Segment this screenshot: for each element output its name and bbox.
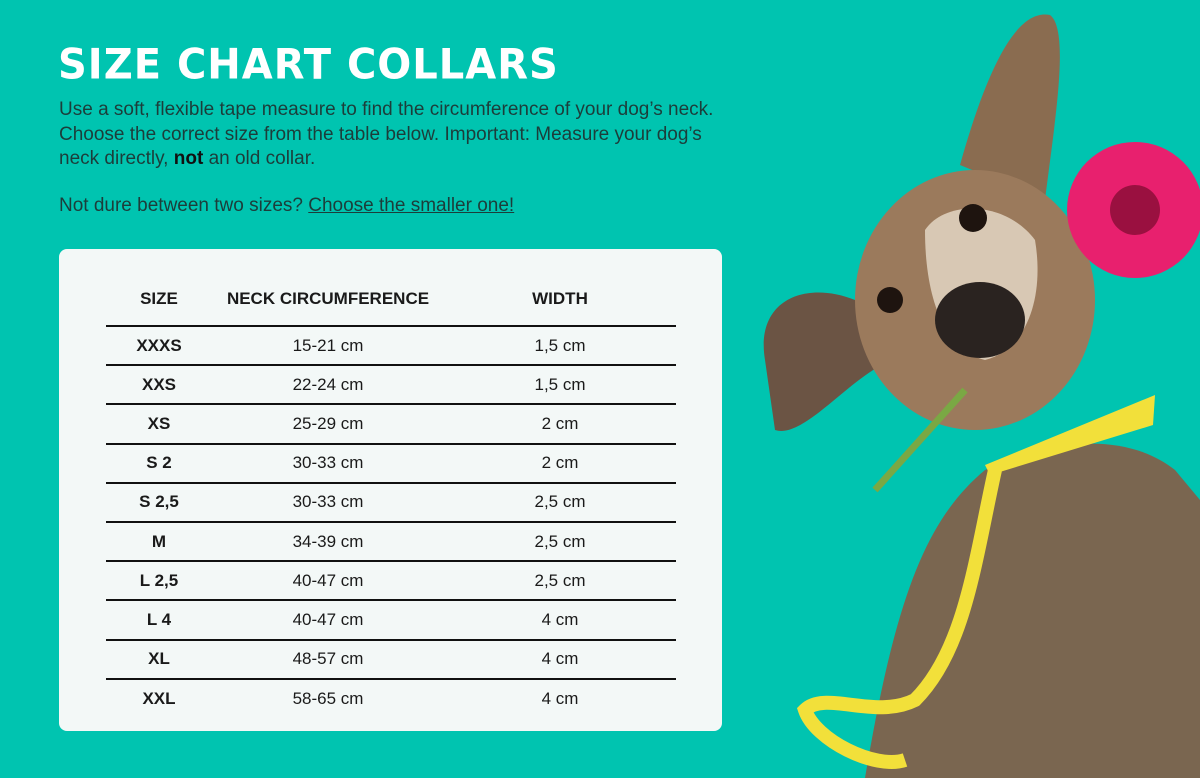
cell-size: L 4 bbox=[106, 600, 212, 641]
cell-neck: 58-65 cm bbox=[292, 688, 364, 708]
table-row: L 4 40-47 cm 4 cm bbox=[106, 600, 676, 641]
cell-width: 4 cm bbox=[444, 600, 676, 641]
cell-neck: 30-33 cm bbox=[212, 482, 444, 523]
table-row: L 2,5 40-47 cm 2,5 cm bbox=[106, 561, 676, 602]
intro-text: Use a soft, flexible tape measure to fin… bbox=[59, 98, 719, 172]
cell-size: XXXS bbox=[106, 326, 212, 367]
header-width: WIDTH bbox=[444, 273, 676, 327]
cell-neck: 25-29 cm bbox=[212, 404, 444, 445]
cell-neck: 15-21 cm bbox=[212, 326, 444, 367]
note-text: Not dure between two sizes? bbox=[59, 195, 309, 216]
cell-size: L 2,5 bbox=[106, 561, 212, 602]
size-table: SIZE NECK CIRCUMFERENCE WIDTH XXXS 15-21 … bbox=[106, 273, 676, 718]
table-row: S 2 30-33 cm 2 cm bbox=[106, 443, 676, 484]
size-table-card: SIZE NECK CIRCUMFERENCE WIDTH XXXS 15-21 … bbox=[59, 249, 722, 731]
cell-neck: 40-47 cm bbox=[212, 561, 444, 602]
table-row: M 34-39 cm 2,5 cm bbox=[106, 521, 676, 563]
cell-size: XS bbox=[106, 404, 212, 445]
table-header: SIZE NECK CIRCUMFERENCE WIDTH bbox=[106, 273, 676, 327]
intro-part: Use a soft, flexible tape measure to fin… bbox=[59, 99, 714, 169]
size-note: Not dure between two sizes? Choose the s… bbox=[59, 195, 514, 217]
intro-bold: not bbox=[173, 148, 204, 169]
cell-width: 2,5 cm bbox=[444, 482, 676, 523]
table-row: XXS 22-24 cm 1,5 cm bbox=[106, 365, 676, 406]
cell-neck: 22-24 cm bbox=[212, 365, 444, 406]
header-size: SIZE bbox=[106, 273, 212, 327]
cell-neck: 30-33 cm bbox=[212, 443, 444, 484]
table-row: XXL 58-65 cm 4 cm bbox=[106, 679, 676, 718]
cell-width: 4 cm bbox=[444, 639, 676, 680]
cell-neck: 40-47 cm bbox=[212, 600, 444, 641]
cell-neck: 34-39 cm bbox=[212, 521, 444, 563]
intro-part: an old collar. bbox=[203, 148, 316, 169]
table-row: XL 48-57 cm 4 cm bbox=[106, 639, 676, 680]
cell-width: 2 cm bbox=[444, 404, 676, 445]
cell-width: 4 cm bbox=[541, 688, 579, 708]
cell-size: S 2,5 bbox=[106, 482, 212, 523]
cell-size: XXL bbox=[142, 688, 176, 708]
table-row: XS 25-29 cm 2 cm bbox=[106, 404, 676, 445]
table-row: XXXS 15-21 cm 1,5 cm bbox=[106, 326, 676, 367]
cell-neck: 48-57 cm bbox=[212, 639, 444, 680]
cell-size: S 2 bbox=[106, 443, 212, 484]
cell-size: XL bbox=[106, 639, 212, 680]
cell-width: 2 cm bbox=[444, 443, 676, 484]
page-title: SIZE CHART COLLARS bbox=[58, 40, 559, 90]
table-row: S 2,5 30-33 cm 2,5 cm bbox=[106, 482, 676, 523]
cell-width: 1,5 cm bbox=[444, 365, 676, 406]
cell-width: 2,5 cm bbox=[444, 521, 676, 563]
header-neck: NECK CIRCUMFERENCE bbox=[212, 273, 444, 327]
smaller-size-link[interactable]: Choose the smaller one! bbox=[308, 195, 515, 216]
cell-size: XXS bbox=[106, 365, 212, 406]
dog-photo bbox=[763, 14, 1200, 778]
cell-width: 1,5 cm bbox=[444, 326, 676, 367]
cell-size: M bbox=[106, 521, 212, 563]
cell-width: 2,5 cm bbox=[444, 561, 676, 602]
